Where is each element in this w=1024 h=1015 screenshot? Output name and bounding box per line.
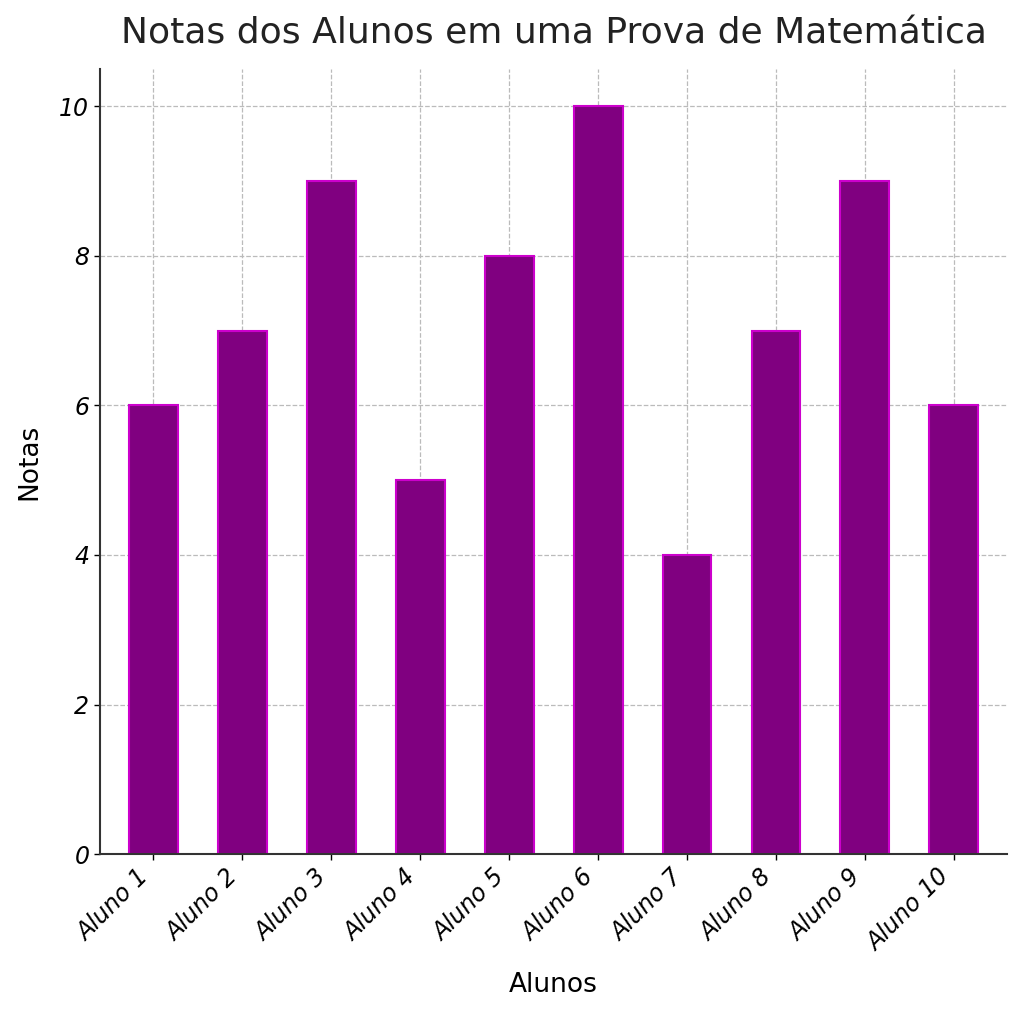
Bar <box>395 480 444 855</box>
Bar <box>930 405 978 855</box>
Bar <box>573 107 623 855</box>
Y-axis label: Notas: Notas <box>16 423 43 499</box>
Bar <box>129 405 177 855</box>
Bar <box>484 256 534 855</box>
Title: Notas dos Alunos em uma Prova de Matemática: Notas dos Alunos em uma Prova de Matemát… <box>121 16 986 51</box>
Bar <box>841 181 890 855</box>
Bar <box>218 331 266 855</box>
X-axis label: Alunos: Alunos <box>509 972 598 999</box>
Bar <box>306 181 355 855</box>
Bar <box>663 555 712 855</box>
Bar <box>752 331 801 855</box>
